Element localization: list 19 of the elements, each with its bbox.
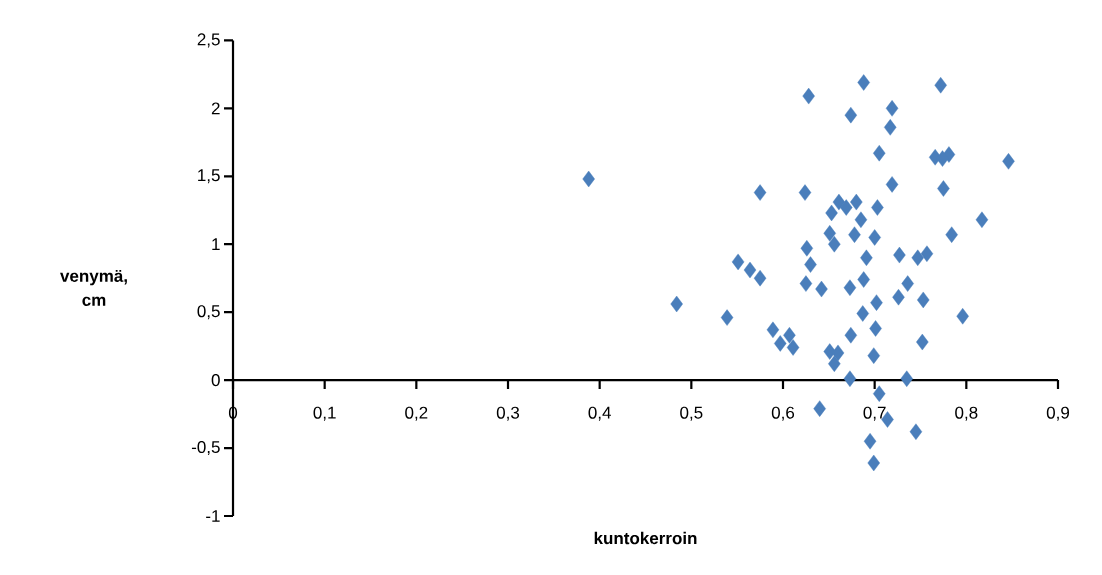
x-tick-label: 0,6 (771, 406, 795, 421)
x-tick-label: 0,1 (313, 406, 336, 421)
x-axis-title: kuntokerroin (594, 531, 697, 545)
x-tick-label: 0,9 (1046, 406, 1070, 421)
x-tick-label: 0,2 (405, 406, 428, 421)
x-tick-label: 0,8 (955, 406, 978, 421)
y-tick-label: 1 (212, 238, 220, 251)
y-tick-label: 0 (211, 374, 220, 387)
y-tick-label: 1,5 (198, 169, 220, 184)
y-axis-title: venymä, cm (60, 270, 127, 306)
y-tick-label: -0,5 (191, 441, 220, 456)
y-tick-label: 0,5 (197, 305, 220, 320)
y-tick-label: -1 (206, 510, 220, 522)
x-tick-label: 0,7 (863, 406, 886, 421)
x-tick-label: 0,5 (680, 406, 703, 421)
y-tick-label: 2 (211, 102, 220, 115)
y-tick-label: 2,5 (197, 33, 220, 48)
x-tick-label: 0,3 (496, 406, 520, 421)
x-tick-label: 0,4 (588, 406, 611, 421)
